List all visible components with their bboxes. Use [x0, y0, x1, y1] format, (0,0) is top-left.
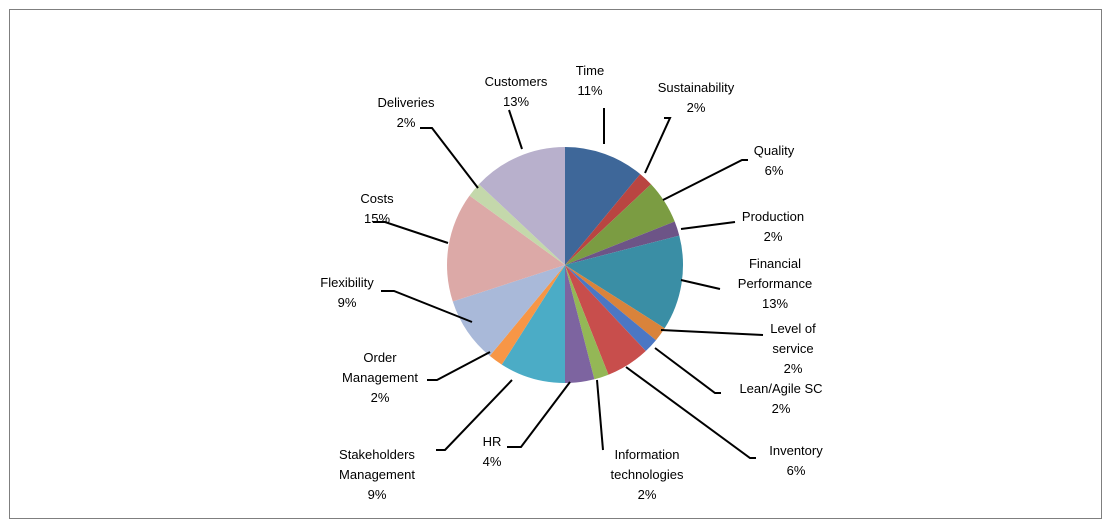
- pie-slice-hr: [565, 265, 595, 383]
- data-label: Costs 15%: [360, 191, 394, 226]
- leader-line: [644, 117, 672, 174]
- pie-slice-time: [565, 147, 641, 265]
- pie-slice-stakeholders-management: [501, 265, 565, 383]
- leader-line: [680, 221, 736, 230]
- data-label: Stakeholders Management 9%: [339, 447, 415, 502]
- data-label: Information technologies 2%: [611, 447, 684, 502]
- pie-slice-quality: [565, 184, 675, 265]
- leader-line: [660, 329, 764, 336]
- data-label: Inventory 6%: [769, 443, 823, 478]
- pie-slice-production: [565, 221, 680, 265]
- data-label: Customers 13%: [485, 74, 548, 109]
- pie-slice-level-of-service: [565, 265, 665, 341]
- leader-line: [420, 127, 479, 189]
- data-label: Sustainability 2%: [658, 80, 735, 115]
- leader-line: [596, 379, 604, 451]
- pie-slice-customers: [478, 147, 565, 265]
- pie-slice-financial-performance: [565, 235, 683, 329]
- pie-slice-costs: [447, 195, 565, 302]
- leader-line: [680, 279, 721, 290]
- data-label: Flexibility 9%: [320, 275, 374, 310]
- leader-line: [508, 109, 523, 150]
- data-label: Production 2%: [742, 209, 804, 244]
- leader-line: [654, 347, 721, 394]
- pie-slice-lean-agile-sc: [565, 265, 656, 352]
- data-label: Financial Performance 13%: [738, 256, 812, 311]
- data-label: HR 4%: [483, 434, 502, 469]
- pie-slice-flexibility: [452, 265, 565, 356]
- data-label: Quality 6%: [754, 143, 795, 178]
- data-label: Lean/Agile SC 2%: [739, 381, 822, 416]
- pie-slice-inventory: [565, 265, 646, 375]
- data-label: Order Management 2%: [342, 350, 418, 405]
- leader-line: [662, 159, 748, 201]
- leader-line: [373, 221, 449, 244]
- data-label: Deliveries 2%: [377, 95, 435, 130]
- pie-chart: Time 11% Sustainability 2% Quality 6% Producti…: [320, 63, 823, 502]
- pie-slice-sustainability: [565, 174, 652, 265]
- pie-slice-information-technologies: [565, 265, 609, 380]
- pie-slice-deliveries: [469, 184, 565, 265]
- leader-line: [427, 351, 491, 381]
- data-label: Time 11%: [576, 63, 604, 98]
- pie-slice-order-management: [489, 265, 565, 365]
- data-label: Level of service 2%: [770, 321, 816, 376]
- leader-line: [381, 290, 473, 323]
- leader-line: [625, 366, 756, 459]
- leader-line: [436, 379, 513, 451]
- leader-line: [507, 381, 571, 448]
